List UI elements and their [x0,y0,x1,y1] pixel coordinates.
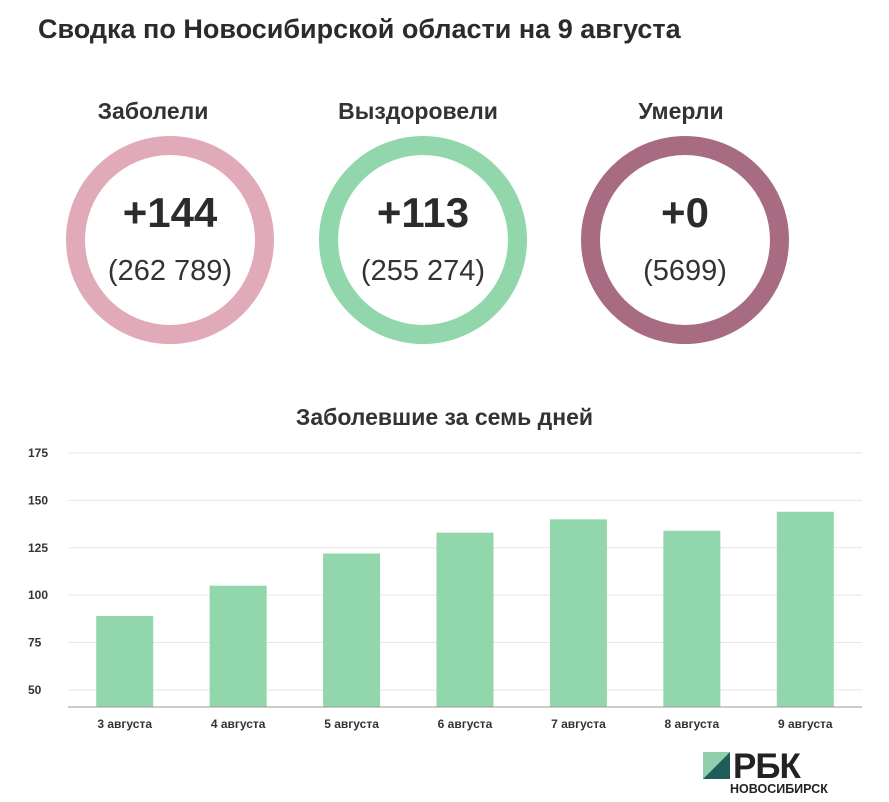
y-tick-label: 150 [28,493,48,507]
x-tick-label: 7 августа [551,717,606,731]
x-tick-label: 5 августа [324,717,379,731]
y-tick-label: 125 [28,541,48,555]
logo-mark-icon [703,752,730,779]
infected-delta: +144 [122,189,218,236]
x-tick-label: 9 августа [778,717,833,731]
x-tick-label: 4 августа [211,717,266,731]
logo-city: НОВОСИБИРСК [730,782,828,796]
deaths-delta: +0 [661,189,709,236]
bar [96,616,154,707]
bar [663,530,721,707]
y-tick-label: 75 [28,636,42,650]
chart-title: Заболевшие за семь дней [295,404,594,430]
logo-brand: РБК [733,747,801,786]
stat-label-deaths: Умерли [638,98,724,124]
y-tick-label: 50 [28,683,42,697]
infected-total: (262 789) [107,255,233,287]
bar [323,553,381,707]
x-tick-label: 8 августа [665,717,720,731]
deaths-total: (5699) [643,255,727,287]
page-title: Сводка по Новосибирской области на 9 авг… [38,14,681,44]
bar [549,519,607,707]
bar [776,511,834,707]
y-tick-label: 175 [28,446,48,460]
stat-label-infected: Заболели [97,98,209,124]
recovered-total: (255 274) [360,255,486,287]
x-tick-label: 3 августа [97,717,152,731]
bar [436,532,494,707]
stat-label-recovered: Выздоровели [338,98,498,124]
recovered-delta: +113 [376,189,470,236]
y-tick-label: 100 [28,588,48,602]
bar [209,585,267,707]
x-tick-label: 6 августа [438,717,493,731]
